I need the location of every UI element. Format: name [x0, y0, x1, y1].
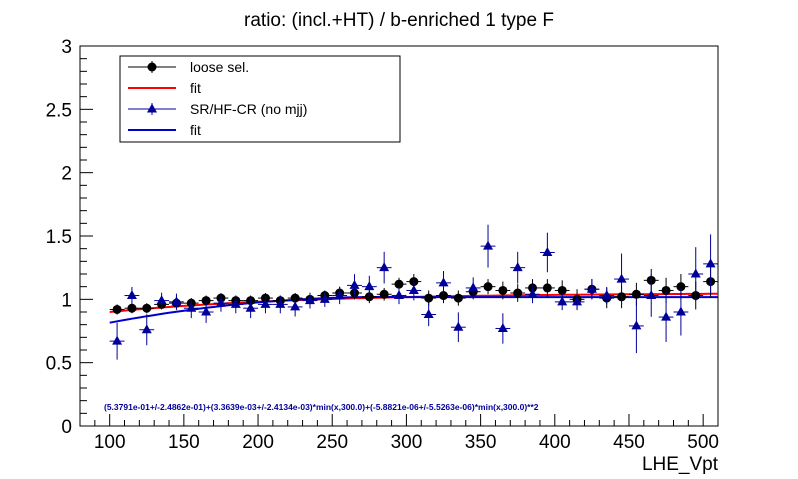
legend-label: fit	[190, 80, 201, 96]
sr-point	[527, 288, 538, 298]
sr-point	[319, 293, 330, 303]
y-tick-label: 2.5	[46, 100, 72, 121]
sr-point	[542, 246, 553, 256]
legend-triangle-marker	[147, 103, 157, 113]
chart-title: ratio: (incl.+HT) / b-enriched 1 type F	[244, 10, 554, 31]
sr-point	[497, 322, 508, 332]
x-tick-label: 100	[94, 432, 126, 453]
sr-point	[349, 279, 360, 289]
sr-point	[215, 297, 226, 307]
sr-point	[423, 309, 434, 319]
y-tick-label: 0.5	[46, 354, 72, 375]
sr-point	[675, 306, 686, 316]
loose-point	[631, 289, 641, 299]
legend: loose sel. fit SR/HF-CR (no mjj) fit	[119, 55, 401, 143]
y-tick-label: 0	[61, 417, 72, 438]
loose-point	[542, 283, 552, 293]
loose-point	[676, 282, 686, 292]
sr-point	[334, 290, 345, 300]
y-tick-label: 1	[61, 290, 72, 311]
loose-point	[453, 293, 463, 303]
sr-point	[483, 240, 494, 250]
x-tick-label: 450	[613, 432, 645, 453]
legend-label: fit	[190, 122, 201, 138]
y-tick-label: 3	[61, 37, 72, 58]
sr-point	[156, 295, 167, 305]
loose-point	[127, 303, 137, 313]
sr-point	[661, 311, 672, 321]
sr-point	[126, 290, 137, 300]
fit-formula-annotation: (5.3791e-01+/-2.4862e-01)+(3.3639e-03+/-…	[104, 402, 539, 412]
legend-label: SR/HF-CR (no mjj)	[190, 101, 307, 117]
y-tick-label: 1.5	[46, 227, 72, 248]
sr-point	[112, 335, 123, 345]
sr-point	[141, 324, 152, 334]
loose-point	[112, 304, 122, 314]
legend-circle-marker	[147, 62, 157, 72]
sr-point	[201, 306, 212, 316]
loose-point	[394, 279, 404, 289]
y-tick-label: 2	[61, 164, 72, 185]
sr-point	[601, 290, 612, 300]
loose-point	[142, 303, 152, 313]
legend-label: loose sel.	[190, 59, 249, 75]
legend-box	[119, 55, 401, 143]
sr-point	[646, 290, 657, 300]
x-tick-label: 350	[465, 432, 497, 453]
sr-point	[394, 290, 404, 300]
loose-point	[439, 291, 449, 301]
loose-point	[483, 282, 493, 292]
sr-point	[512, 262, 523, 272]
loose-point	[379, 289, 389, 299]
sr-point	[379, 262, 390, 272]
sr-point	[245, 302, 256, 312]
sr-point	[468, 282, 479, 292]
sr-point	[275, 298, 286, 308]
sr-point	[572, 296, 583, 306]
sr-point	[705, 258, 716, 268]
x-tick-label: 200	[242, 432, 274, 453]
x-tick-label: 150	[168, 432, 200, 453]
loose-point	[201, 296, 211, 306]
x-tick-label: 250	[316, 432, 348, 453]
x-tick-label: 400	[539, 432, 571, 453]
x-tick-label: 300	[391, 432, 423, 453]
sr-point	[408, 284, 419, 294]
loose-point	[661, 285, 671, 295]
sr-point	[304, 295, 315, 305]
sr-point	[364, 281, 375, 291]
sr-point	[616, 273, 627, 283]
sr-point	[290, 301, 301, 311]
loose-point	[424, 293, 434, 303]
sr-point	[260, 298, 271, 308]
loose-point	[513, 288, 523, 298]
sr-point	[586, 283, 597, 293]
x-axis-label: LHE_Vpt	[642, 454, 719, 474]
sr-point	[557, 296, 568, 306]
sr-point	[631, 320, 642, 330]
x-tick-label: 500	[687, 432, 719, 453]
sr-point	[453, 321, 464, 331]
sr-point	[171, 296, 182, 306]
sr-point	[186, 302, 197, 312]
sr-point	[690, 268, 701, 278]
loose-point	[557, 285, 567, 295]
loose-point	[498, 285, 508, 295]
sr-point	[438, 277, 449, 287]
sr-point	[230, 298, 241, 308]
